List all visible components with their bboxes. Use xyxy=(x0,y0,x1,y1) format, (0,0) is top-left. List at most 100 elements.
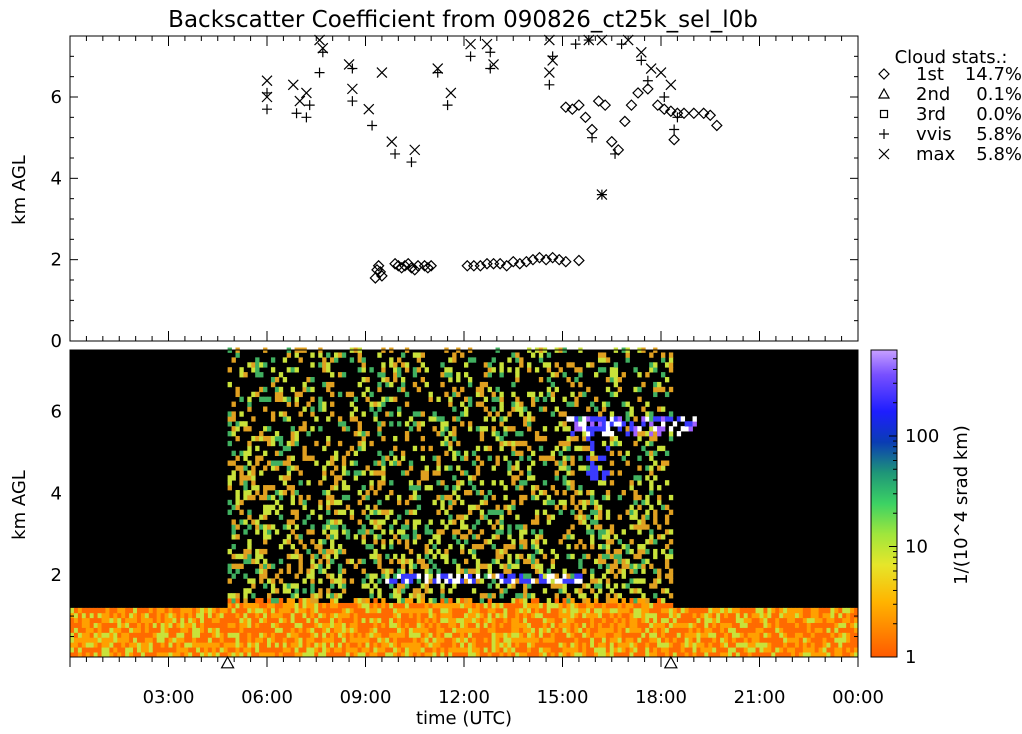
heatmap-cell xyxy=(834,647,839,653)
heatmap-cell xyxy=(464,568,469,574)
heatmap-cell xyxy=(259,553,264,560)
heatmap-cell xyxy=(554,583,559,589)
heatmap-cell xyxy=(779,607,784,614)
heatmap-cell xyxy=(341,529,347,535)
heatmap-cell xyxy=(578,602,583,609)
heatmap-cell xyxy=(763,617,768,624)
heatmap-cell xyxy=(566,607,571,614)
heatmap-cell xyxy=(527,426,532,432)
heatmap-cell xyxy=(515,367,520,373)
heatmap-cell xyxy=(629,524,634,530)
heatmap-cell xyxy=(428,647,433,653)
heatmap-cell xyxy=(404,642,410,648)
heatmap-cell xyxy=(251,637,256,643)
heatmap-cell xyxy=(613,642,619,648)
heatmap-cell xyxy=(456,598,461,604)
heatmap-cell xyxy=(369,401,374,407)
heatmap-cell xyxy=(637,524,642,530)
heatmap-cell xyxy=(393,553,398,560)
heatmap-cell xyxy=(641,627,646,633)
heatmap-cell xyxy=(385,381,390,388)
heatmap-cell xyxy=(491,416,496,422)
heatmap-cell xyxy=(310,553,315,560)
heatmap-cell xyxy=(314,553,319,560)
heatmap-cell xyxy=(720,612,725,619)
heatmap-cell xyxy=(759,647,764,653)
heatmap-cell xyxy=(444,494,449,501)
heatmap-cell xyxy=(519,637,524,643)
heatmap-cell xyxy=(550,548,556,555)
heatmap-cell xyxy=(81,607,87,614)
heatmap-cell xyxy=(586,406,591,412)
heatmap-cell xyxy=(89,652,95,658)
heatmap-cell xyxy=(361,632,366,638)
heatmap-cell xyxy=(625,460,630,466)
heatmap-cell xyxy=(854,607,859,614)
heatmap-cell xyxy=(590,617,595,624)
heatmap-cell xyxy=(456,539,461,545)
heatmap-cell xyxy=(613,647,619,653)
heatmap-cell xyxy=(574,396,579,402)
heatmap-cell xyxy=(369,602,374,609)
heatmap-cell xyxy=(475,568,481,574)
heatmap-cell xyxy=(188,617,193,624)
heatmap-cell xyxy=(420,617,425,624)
heatmap-cell xyxy=(373,470,378,476)
legend-value: 5.8% xyxy=(976,124,1022,145)
heatmap-cell xyxy=(412,494,418,501)
heatmap-cell xyxy=(621,612,626,619)
heatmap-cell xyxy=(416,642,422,648)
heatmap-cell xyxy=(527,637,532,643)
heatmap-cell xyxy=(239,470,244,476)
heatmap-cell xyxy=(298,357,303,363)
heatmap-cell xyxy=(503,544,508,550)
heatmap-cell xyxy=(794,627,800,633)
heatmap-cell xyxy=(523,622,528,628)
heatmap-cell xyxy=(231,529,236,535)
heatmap-cell xyxy=(129,637,134,643)
heatmap-cell xyxy=(558,450,563,457)
heatmap-cell xyxy=(223,617,228,624)
heatmap-cell xyxy=(456,480,461,486)
heatmap-cell xyxy=(499,435,504,442)
heatmap-cell xyxy=(664,652,670,658)
heatmap-cell xyxy=(243,573,248,579)
heatmap-cell xyxy=(101,642,106,648)
heatmap-cell xyxy=(842,607,847,614)
heatmap-cell xyxy=(704,637,709,643)
heatmap-cell xyxy=(341,637,347,643)
heatmap-cell xyxy=(330,622,335,628)
heatmap-cell xyxy=(467,426,473,432)
heatmap-cell xyxy=(570,480,575,486)
heatmap-cell xyxy=(566,642,571,648)
heatmap-cell xyxy=(211,607,217,614)
heatmap-cell xyxy=(495,553,500,560)
heatmap-cell xyxy=(617,568,622,574)
heatmap-cell xyxy=(534,642,540,648)
heatmap-cell xyxy=(440,627,445,633)
heatmap-cell xyxy=(704,627,709,633)
heatmap-cell xyxy=(397,386,402,393)
heatmap-cell xyxy=(444,617,449,624)
heatmap-cell xyxy=(400,524,406,530)
heatmap-cell xyxy=(519,406,524,412)
heatmap-cell xyxy=(566,480,571,486)
heatmap-cell xyxy=(282,445,288,452)
heatmap-cell xyxy=(452,485,457,491)
heatmap-cell xyxy=(601,426,607,432)
heatmap-cell xyxy=(282,475,288,481)
heatmap-cell xyxy=(286,622,292,628)
heatmap-cell xyxy=(471,548,477,555)
heatmap-cell xyxy=(546,568,552,574)
heatmap-cell xyxy=(361,627,366,633)
heatmap-cell xyxy=(333,553,339,560)
heatmap-cell xyxy=(255,372,260,378)
heatmap-cell xyxy=(125,637,130,643)
heatmap-cell xyxy=(89,632,95,638)
heatmap-cell xyxy=(688,617,693,624)
1st-point xyxy=(474,259,487,272)
heatmap-cell xyxy=(349,612,355,619)
heatmap-cell xyxy=(530,485,536,491)
heatmap-cell xyxy=(361,534,366,540)
heatmap-cell xyxy=(235,391,240,398)
